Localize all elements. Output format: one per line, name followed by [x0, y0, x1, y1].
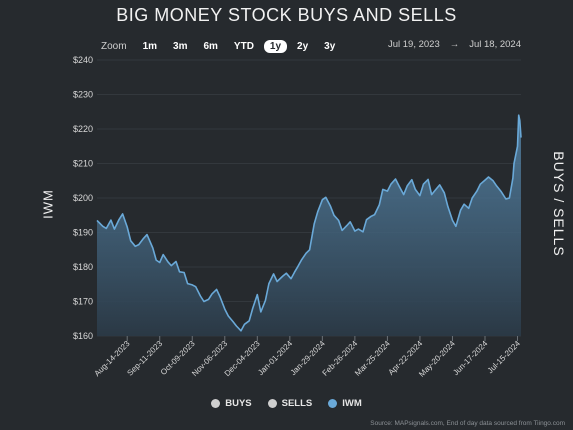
zoom-3m-button[interactable]: 3m — [173, 40, 188, 52]
zoom-6m-button[interactable]: 6m — [203, 40, 218, 52]
x-tick-labels: Aug-14-2023Sep-11-2023Oct-09-2023Nov-06-… — [93, 336, 523, 379]
y-tick-label: $230 — [73, 90, 93, 100]
legend-label-iwm: IWM — [342, 398, 362, 409]
date-range: Jul 19, 2023 → Jul 18, 2024 — [388, 39, 521, 50]
y-tick-label: $220 — [73, 124, 93, 134]
date-range-arrow: → — [449, 39, 460, 50]
legend-dot-buys — [211, 399, 221, 408]
source-note: Source: MAPsignals.com, End of day data … — [370, 420, 565, 427]
zoom-3y-button[interactable]: 3y — [324, 40, 336, 52]
iwm-area — [97, 115, 521, 336]
date-range-to[interactable]: Jul 18, 2024 — [469, 39, 521, 50]
x-tick-label: Jul-15-2024 — [486, 339, 523, 376]
date-range-from[interactable]: Jul 19, 2023 — [387, 39, 440, 50]
iwm-series-line[interactable] — [96, 114, 522, 332]
legend-label-buys: BUYS — [225, 398, 252, 409]
legend-dot-iwm — [328, 399, 338, 408]
legend-dot-sells — [267, 399, 277, 408]
zoom-ytd-button[interactable]: YTD — [233, 40, 254, 52]
zoom-1y-button[interactable]: 1y — [263, 39, 288, 53]
zoom-label: Zoom — [101, 40, 127, 52]
y-tick-label: $170 — [73, 297, 93, 307]
legend-label-sells: SELLS — [281, 398, 313, 409]
y-tick-labels: $160 $170 $180 $190 $200 $210 $220 $230 $240 — [73, 55, 93, 341]
zoom-2y-button[interactable]: 2y — [297, 40, 309, 52]
y-tick-label: $160 — [73, 331, 93, 341]
x-tick-label: Sep-11-2023 — [125, 339, 164, 378]
legend-item-sells[interactable]: SELLS — [267, 398, 313, 409]
y-tick-label: $190 — [73, 228, 93, 238]
legend: BUYS SELLS IWM — [0, 398, 573, 409]
y-tick-label: $210 — [73, 159, 93, 169]
zoom-selector: Zoom 1m 3m 6m YTD 1y 2y 3y — [101, 38, 345, 54]
zoom-1m-button[interactable]: 1m — [142, 40, 158, 52]
x-tick-label: Mar-25-2024 — [353, 339, 392, 378]
x-tick-label: Jun-17-2024 — [451, 339, 490, 378]
legend-item-iwm[interactable]: IWM — [328, 398, 362, 409]
y-tick-label: $180 — [73, 262, 93, 272]
chart-title: BIG MONEY STOCK BUYS AND SELLS — [116, 5, 457, 25]
y-tick-label: $240 — [73, 55, 93, 65]
legend-item-buys[interactable]: BUYS — [211, 398, 252, 409]
y-tick-label: $200 — [73, 193, 93, 203]
